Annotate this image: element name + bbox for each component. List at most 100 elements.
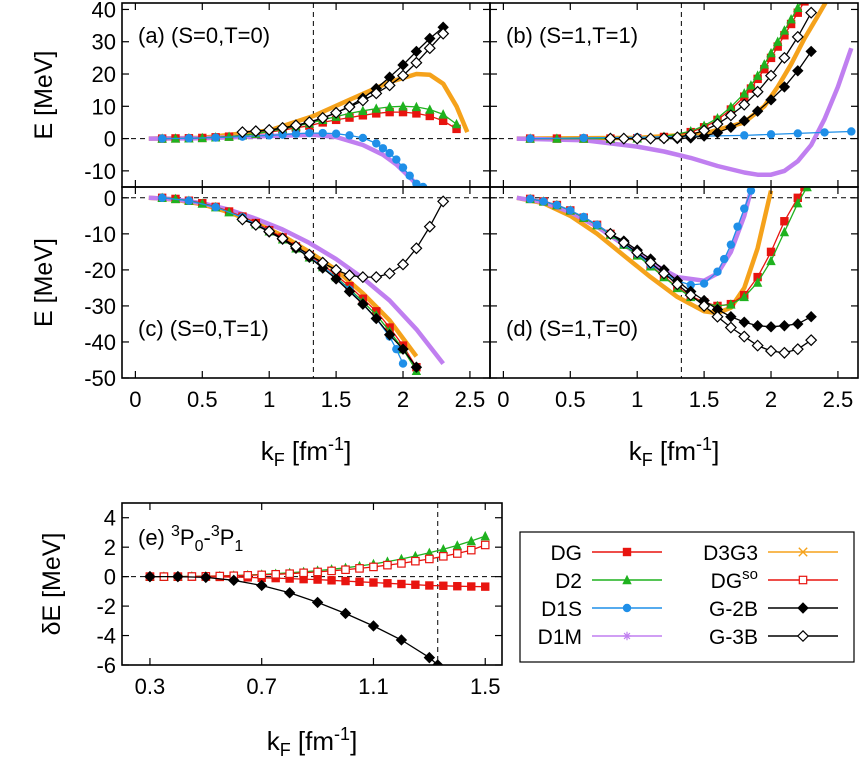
point-D2 — [384, 101, 395, 112]
y-tick-label: 2 — [104, 535, 116, 560]
point-G-2B — [765, 321, 777, 333]
point-G-3B — [410, 242, 423, 255]
y-tick-label: 40 — [92, 0, 116, 22]
point-DGso — [341, 565, 350, 575]
point-D2 — [739, 88, 749, 98]
point-DG — [327, 576, 336, 585]
point-G-3B — [604, 132, 617, 145]
x-axis-label: kF [fm-1] — [261, 434, 352, 470]
x-tick-label: 0.5 — [187, 387, 218, 412]
point-G-3B — [751, 85, 764, 98]
point-D2 — [371, 103, 381, 113]
point-G-2B — [432, 659, 444, 665]
point-G-3B — [396, 258, 410, 271]
point-G-2B — [437, 21, 449, 33]
point-DG — [766, 53, 776, 63]
y-tick-label: 4 — [104, 506, 116, 531]
point-G-2B — [805, 311, 817, 323]
point-D2 — [800, 0, 809, 1]
point-G-3B — [316, 256, 329, 269]
point-G-2B — [256, 579, 268, 592]
point-D2 — [766, 255, 776, 266]
panel-d: 0 0.5 1 1.5 2 2.5 (d) (S=1,T=0) kF [fm-1] — [489, 186, 859, 470]
point-DG — [372, 109, 381, 118]
point-G-3B — [396, 69, 410, 82]
point-D2 — [739, 291, 749, 302]
point-D1S — [579, 212, 588, 222]
point-DGso — [355, 564, 364, 573]
point-G-3B — [263, 123, 276, 136]
y-tick-label: -4 — [96, 624, 116, 649]
point-D1S — [719, 254, 729, 264]
reference-lines — [122, 3, 490, 187]
point-G-2B — [805, 45, 817, 58]
point-G-3B — [289, 119, 303, 132]
y-tick-label: -10 — [84, 159, 116, 184]
legend-box — [519, 531, 855, 663]
point-G-2B — [330, 273, 342, 285]
point-DG — [438, 116, 448, 126]
legend-item-D2: D2 — [555, 570, 662, 593]
x-tick-label: 1 — [631, 387, 643, 412]
point-D1S — [392, 344, 401, 354]
x-tick-label: 2.5 — [455, 387, 486, 412]
point-G-3B — [805, 334, 818, 347]
y-axis-label: E [MeV] — [30, 51, 58, 140]
series-line-G-2B — [242, 218, 417, 368]
point-G-3B — [738, 330, 751, 343]
point-DGso — [285, 569, 294, 578]
plot-frame — [121, 502, 503, 666]
series-line-DG — [162, 197, 417, 368]
point-D2 — [466, 535, 476, 546]
point-DG — [481, 582, 490, 591]
point-DG — [773, 42, 782, 51]
point-D2 — [766, 47, 776, 58]
point-G-2B — [738, 316, 750, 328]
legend-item-DG: DG — [551, 542, 662, 565]
point-D1S — [686, 280, 695, 290]
point-G-3B — [356, 94, 369, 107]
point-D1S — [418, 182, 428, 187]
x-tick-label: 0.7 — [246, 674, 277, 699]
legend-marker — [796, 629, 810, 643]
point-G-2B — [383, 329, 396, 341]
point-D1S — [592, 220, 602, 230]
x-axis-label: kF [fm-1] — [629, 434, 720, 470]
legend-label: DGso — [711, 566, 758, 593]
point-G-3B — [410, 56, 423, 69]
point-G-2B — [765, 94, 777, 106]
series-group — [516, 0, 856, 177]
point-G-3B — [657, 132, 671, 145]
point-G-2B — [343, 285, 356, 298]
y-axis-label: E [MeV] — [30, 238, 58, 327]
point-G-3B — [764, 344, 778, 358]
y-tick-label: -20 — [84, 258, 116, 283]
point-G-2B — [792, 318, 804, 330]
point-DGso — [257, 570, 267, 580]
point-DGso — [369, 562, 378, 572]
point-G-2B — [228, 574, 240, 587]
point-D2 — [712, 113, 723, 123]
legend-label: G-2B — [709, 598, 758, 621]
point-D1S — [358, 133, 368, 143]
point-D1S — [525, 194, 535, 204]
point-G-3B — [316, 111, 329, 124]
panel-label: (c) (S=0,T=1) — [138, 316, 269, 341]
panel-label: (a) (S=0,T=0) — [138, 23, 270, 48]
point-D2 — [452, 540, 462, 550]
point-DG — [341, 576, 350, 586]
point-D1S — [278, 130, 287, 139]
ticks: 0 0.5 1 1.5 2 2.5 -50 -40 -30 -20 -10 0 — [84, 186, 490, 412]
point-D2 — [802, 187, 812, 192]
point-D2 — [746, 80, 756, 90]
series-group — [516, 187, 818, 359]
point-G-3B — [249, 218, 262, 231]
point-G-3B — [236, 213, 249, 226]
series-line-D3G3 — [516, 190, 774, 316]
point-G-3B — [303, 248, 316, 261]
y-tick-label: -40 — [84, 330, 116, 355]
point-DG — [780, 217, 789, 226]
point-G-3B — [698, 299, 711, 312]
legend-item-D1M: D1M — [538, 626, 662, 649]
